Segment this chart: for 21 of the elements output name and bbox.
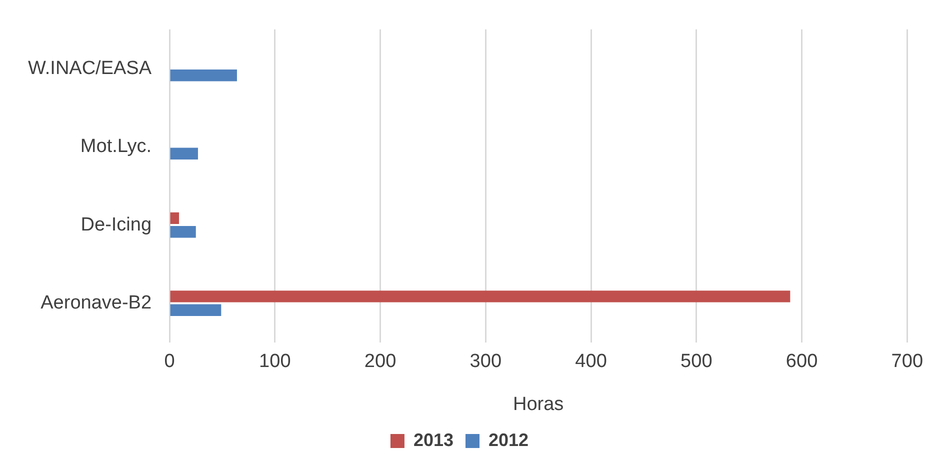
y-tick-label: De-Icing	[80, 214, 152, 236]
x-tick-label: 200	[364, 351, 396, 372]
x-tick-label: 600	[786, 351, 818, 372]
legend-label: 2013	[413, 430, 454, 450]
y-tick-label: Mot.Lyc.	[80, 136, 152, 158]
x-axis-title: Horas	[512, 394, 564, 415]
x-tick-label: 400	[575, 351, 607, 372]
y-tick-label: W.INAC/EASA	[28, 58, 152, 79]
bar	[170, 290, 790, 302]
bar	[170, 226, 196, 238]
x-tick-label: 300	[470, 351, 502, 372]
x-tick-label: 700	[891, 351, 923, 372]
y-tick-label: Aeronave-B2	[40, 292, 152, 314]
bar	[170, 70, 237, 82]
bar	[170, 212, 180, 224]
bar	[170, 304, 222, 316]
x-tick-label: 0	[164, 351, 175, 372]
bar	[170, 148, 198, 160]
legend-label: 2012	[488, 430, 529, 450]
x-tick-label: 100	[259, 351, 291, 372]
x-tick-label: 500	[680, 351, 712, 372]
